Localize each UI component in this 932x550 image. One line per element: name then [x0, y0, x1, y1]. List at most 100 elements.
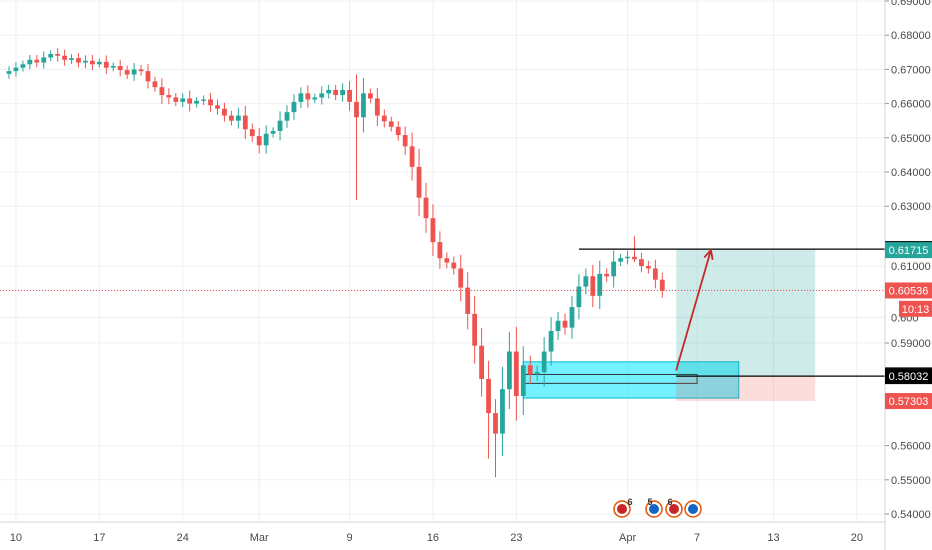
- candle: [270, 127, 276, 138]
- candle: [152, 76, 158, 92]
- candle-body: [117, 65, 123, 71]
- candle: [340, 83, 345, 102]
- candle-body: [479, 345, 484, 379]
- candle: [215, 99, 220, 115]
- price-tag: 0.61715: [885, 242, 932, 259]
- candle-body: [131, 69, 137, 75]
- candle: [500, 366, 505, 456]
- candle-body: [222, 108, 227, 116]
- candle: [541, 337, 547, 387]
- candle-body: [180, 98, 186, 102]
- candle-body: [361, 93, 366, 118]
- candle: [263, 125, 269, 154]
- candle-body: [263, 133, 269, 146]
- x-tick-label: 9: [346, 532, 352, 544]
- candle-body: [444, 258, 450, 263]
- position-stop-zone[interactable]: [676, 376, 816, 402]
- event-flag-icon: [617, 504, 627, 514]
- candle: [604, 268, 610, 282]
- candle-body: [541, 351, 547, 373]
- x-tick-label: 24: [177, 532, 189, 544]
- price-tag-label: 10:13: [902, 304, 930, 316]
- candle: [249, 123, 255, 142]
- candle: [312, 93, 318, 104]
- candle-body: [381, 115, 387, 122]
- candle: [451, 256, 457, 275]
- y-tick-label: 0.59000: [891, 338, 931, 350]
- time-axis[interactable]: 10 17 24 Mar 9 16 23 Apr 7 13 20: [0, 521, 885, 550]
- candle-body: [388, 121, 394, 127]
- candle: [145, 63, 151, 89]
- candle: [423, 182, 429, 233]
- price-tags: 0.617450.617150.6053610:130.580620.58032…: [885, 241, 932, 410]
- candle: [361, 78, 366, 133]
- y-tick-label: 0.69000: [891, 0, 931, 8]
- candle: [590, 264, 596, 308]
- event-count: 6: [627, 497, 632, 507]
- candle-body: [159, 87, 165, 96]
- candle: [103, 55, 109, 75]
- y-tick-label: 0.54000: [891, 509, 931, 521]
- candle: [639, 252, 644, 273]
- candle: [201, 95, 206, 105]
- candle-body: [409, 146, 415, 167]
- candle-body: [298, 93, 304, 102]
- event-count: 5: [647, 497, 652, 507]
- candle: [222, 102, 227, 122]
- candle-body: [166, 95, 172, 98]
- candle-body: [395, 126, 401, 136]
- x-tick-label: 10: [10, 532, 22, 544]
- x-tick-label: 23: [510, 532, 522, 544]
- candle: [486, 360, 491, 459]
- candle-body: [284, 112, 290, 121]
- candle-body: [597, 273, 603, 296]
- candlestick-series: [6, 48, 665, 478]
- event-flag-icon: [649, 504, 659, 514]
- candle: [437, 231, 443, 269]
- y-tick-label-partial: 0.61000: [891, 261, 931, 273]
- candle: [646, 260, 651, 274]
- candle-body: [319, 93, 325, 98]
- drawing-overlays[interactable]: [0, 247, 885, 377]
- candle: [41, 51, 47, 69]
- y-tick-label: 0.66000: [891, 99, 931, 111]
- candle: [62, 49, 67, 66]
- price-tag-bg: [885, 282, 932, 299]
- candle-body: [138, 69, 144, 72]
- projection-arrow[interactable]: [675, 249, 712, 371]
- candle: [229, 110, 234, 126]
- candle: [652, 259, 658, 289]
- candle: [465, 272, 471, 330]
- event-flag-icon: [688, 504, 698, 514]
- candle: [69, 53, 74, 65]
- economic-events-bar[interactable]: 6 5 6: [613, 497, 702, 518]
- candle-body: [569, 307, 575, 328]
- candle: [395, 121, 401, 141]
- candle-body: [493, 413, 498, 434]
- candle: [284, 105, 290, 128]
- y-tick-label: 0.68000: [891, 30, 931, 42]
- candle-body: [13, 67, 19, 72]
- price-axis[interactable]: 0.54000 0.55000 0.56000 0.59000 0.63000 0.640…: [884, 0, 932, 550]
- candle-body: [340, 89, 345, 96]
- candle-body: [235, 115, 241, 121]
- position-profit-zone[interactable]: [676, 249, 816, 377]
- candle: [173, 93, 179, 107]
- x-tick-label: 20: [851, 532, 863, 544]
- candle-body: [576, 286, 582, 308]
- candle-body: [249, 129, 255, 137]
- long-position-tool[interactable]: [676, 249, 816, 402]
- candle-body: [270, 130, 276, 134]
- candle-body: [618, 258, 623, 262]
- candle: [208, 92, 213, 112]
- candle: [90, 54, 95, 71]
- candle: [166, 88, 172, 105]
- candle: [507, 331, 512, 409]
- candle-body: [354, 101, 359, 118]
- candle-body: [402, 135, 408, 147]
- candle: [444, 252, 450, 269]
- candle-body: [534, 372, 540, 375]
- candle: [6, 66, 12, 79]
- candle-body: [229, 115, 234, 121]
